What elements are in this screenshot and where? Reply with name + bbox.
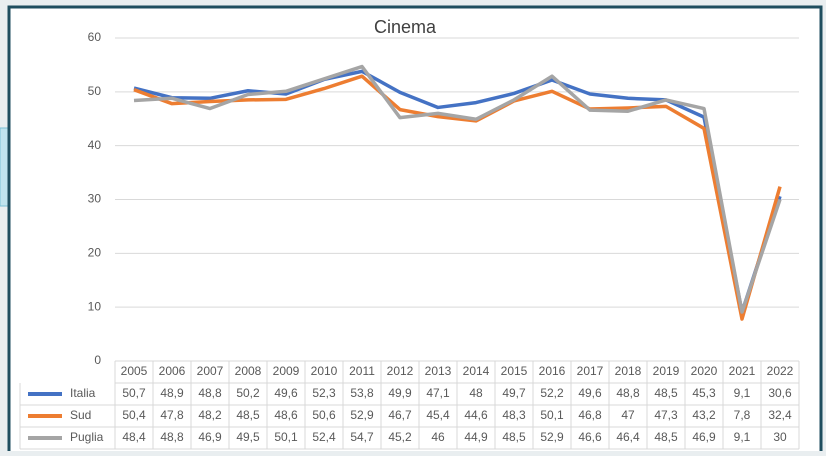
table-cell: 48,5	[654, 386, 678, 400]
table-cell: 45,4	[426, 408, 450, 422]
x-tick-label: 2017	[577, 364, 604, 378]
table-cell: 7,8	[734, 408, 751, 422]
table-cell: 54,7	[350, 430, 374, 444]
x-tick-label: 2019	[653, 364, 680, 378]
series-line	[133, 64, 782, 314]
table-cell: 48,2	[198, 408, 222, 422]
table-cell: 49,5	[236, 430, 260, 444]
table-cell: 49,6	[274, 386, 298, 400]
table-cell: 30	[773, 430, 787, 444]
table-cell: 48,6	[274, 408, 298, 422]
table-cell: 48,5	[654, 430, 678, 444]
y-tick-label: 0	[94, 353, 101, 367]
chart-frame	[7, 5, 823, 456]
table-cell: 44,9	[464, 430, 488, 444]
x-tick-label: 2010	[311, 364, 338, 378]
table-cell: 48,8	[616, 386, 640, 400]
table-cell: 52,4	[312, 430, 336, 444]
table-cell: 47,8	[160, 408, 184, 422]
x-tick-label: 2016	[539, 364, 566, 378]
y-tick-label: 50	[88, 84, 102, 98]
x-tick-label: 2008	[235, 364, 262, 378]
table-cell: 46,4	[616, 430, 640, 444]
table-cell: 48,5	[236, 408, 260, 422]
table-cell: 44,6	[464, 408, 488, 422]
table-cell: 48,8	[160, 430, 184, 444]
table-cell: 49,9	[388, 386, 412, 400]
table-cell: 46	[431, 430, 445, 444]
x-tick-label: 2011	[349, 364, 375, 378]
x-tick-label: 2018	[615, 364, 642, 378]
table-cell: 46,9	[692, 430, 716, 444]
table-cell: 30,6	[768, 386, 792, 400]
x-tick-label: 2012	[387, 364, 414, 378]
table-cell: 52,9	[350, 408, 374, 422]
x-tick-label: 2022	[767, 364, 794, 378]
x-tick-label: 2005	[121, 364, 148, 378]
x-tick-label: 2015	[501, 364, 528, 378]
x-tick-label: 2014	[463, 364, 490, 378]
table-cell: 49,6	[578, 386, 602, 400]
table-cell: 47,3	[654, 408, 678, 422]
series-line	[133, 74, 782, 321]
table-cell: 43,2	[692, 408, 716, 422]
table-cell: 46,9	[198, 430, 222, 444]
x-tick-label: 2021	[729, 364, 756, 378]
table-cell: 50,1	[540, 408, 564, 422]
table-cell: 48,5	[502, 430, 526, 444]
table-cell: 52,9	[540, 430, 564, 444]
table-cell: 48,9	[160, 386, 184, 400]
table-cell: 9,1	[734, 386, 751, 400]
table-cell: 53,8	[350, 386, 374, 400]
table-cell: 49,7	[502, 386, 526, 400]
y-tick-label: 30	[88, 192, 102, 206]
y-tick-label: 60	[88, 30, 102, 44]
table-cell: 45,3	[692, 386, 716, 400]
x-tick-label: 2007	[197, 364, 224, 378]
x-tick-label: 2009	[273, 364, 300, 378]
table-cell: 52,2	[540, 386, 564, 400]
table-cell: 48	[469, 386, 483, 400]
table-cell: 9,1	[734, 430, 751, 444]
table-cell: 45,2	[388, 430, 412, 444]
table-cell: 47,1	[426, 386, 450, 400]
chart-title: Cinema	[374, 17, 437, 37]
table-cell: 50,7	[122, 386, 146, 400]
table-cell: 46,8	[578, 408, 602, 422]
x-tick-label: 2013	[425, 364, 452, 378]
y-tick-label: 20	[88, 246, 102, 260]
table-cell: 50,2	[236, 386, 260, 400]
x-tick-label: 2006	[159, 364, 186, 378]
legend-label: Puglia	[70, 430, 104, 444]
table-cell: 48,8	[198, 386, 222, 400]
table-cell: 46,7	[388, 408, 412, 422]
x-tick-label: 2020	[691, 364, 718, 378]
table-cell: 48,3	[502, 408, 526, 422]
y-tick-label: 10	[88, 299, 102, 313]
legend-label: Sud	[70, 408, 91, 422]
table-cell: 46,6	[578, 430, 602, 444]
table-cell: 50,6	[312, 408, 336, 422]
table-cell: 48,4	[122, 430, 146, 444]
table-cell: 50,4	[122, 408, 146, 422]
table-cell: 32,4	[768, 408, 792, 422]
table-cell: 47	[621, 408, 635, 422]
table-cell: 50,1	[274, 430, 298, 444]
y-tick-label: 40	[88, 138, 102, 152]
legend-label: Italia	[70, 386, 96, 400]
table-cell: 52,3	[312, 386, 336, 400]
